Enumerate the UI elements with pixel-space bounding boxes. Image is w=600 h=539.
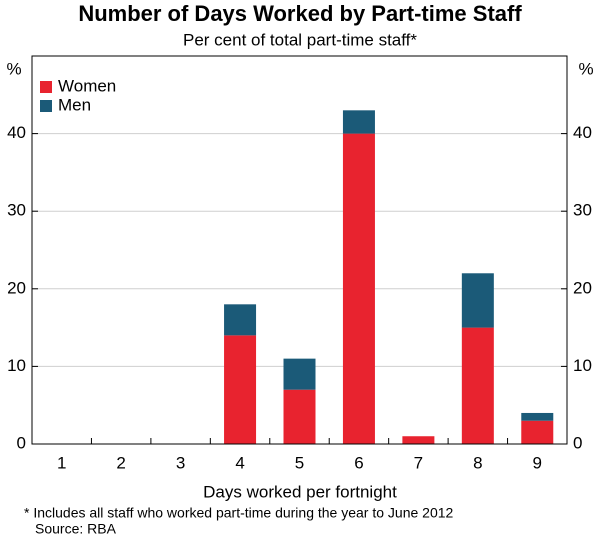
y-tick-label: 10 xyxy=(7,356,26,375)
y2-tick-label: 0 xyxy=(573,433,582,452)
chart-subtitle: Per cent of total part-time staff* xyxy=(183,30,417,49)
bar-segment xyxy=(224,335,257,444)
bar-segment xyxy=(283,389,316,444)
x-axis-label: Days worked per fortnight xyxy=(203,482,397,501)
x-tick-label: 4 xyxy=(235,453,244,472)
plot-frame xyxy=(31,55,568,445)
footnote: * Includes all staff who worked part-tim… xyxy=(24,505,454,521)
bar-segment xyxy=(521,412,554,421)
y2-tick-label: 10 xyxy=(573,356,592,375)
y-tick-label: 30 xyxy=(7,201,26,220)
x-tick-label: 5 xyxy=(295,453,304,472)
y-unit-right: % xyxy=(578,59,593,78)
y-unit-left: % xyxy=(6,59,21,78)
x-tick-label: 3 xyxy=(176,453,185,472)
x-tick-label: 8 xyxy=(473,453,482,472)
y-tick-label: 20 xyxy=(7,278,26,297)
bar-segment xyxy=(402,436,435,444)
chart-title: Number of Days Worked by Part-time Staff xyxy=(78,1,522,26)
y2-tick-label: 40 xyxy=(573,123,592,142)
bar-segment xyxy=(342,110,375,134)
x-tick-label: 2 xyxy=(116,453,125,472)
y-tick-label: 0 xyxy=(17,433,26,452)
source: Source: RBA xyxy=(35,521,117,537)
bar-segment xyxy=(342,133,375,444)
x-tick-label: 6 xyxy=(354,453,363,472)
legend-label: Women xyxy=(58,76,116,95)
x-tick-label: 7 xyxy=(414,453,423,472)
legend-label: Men xyxy=(58,95,91,114)
x-tick-label: 9 xyxy=(533,453,542,472)
bar-segment xyxy=(461,273,494,328)
y2-tick-label: 20 xyxy=(573,278,592,297)
y-tick-label: 40 xyxy=(7,123,26,142)
bar-segment xyxy=(283,358,316,390)
y2-tick-label: 30 xyxy=(573,201,592,220)
bar-segment xyxy=(521,420,554,444)
legend-swatch xyxy=(40,100,52,112)
legend-swatch xyxy=(40,81,52,93)
bar-segment xyxy=(224,304,257,336)
x-tick-label: 1 xyxy=(57,453,66,472)
bar-segment xyxy=(461,327,494,444)
